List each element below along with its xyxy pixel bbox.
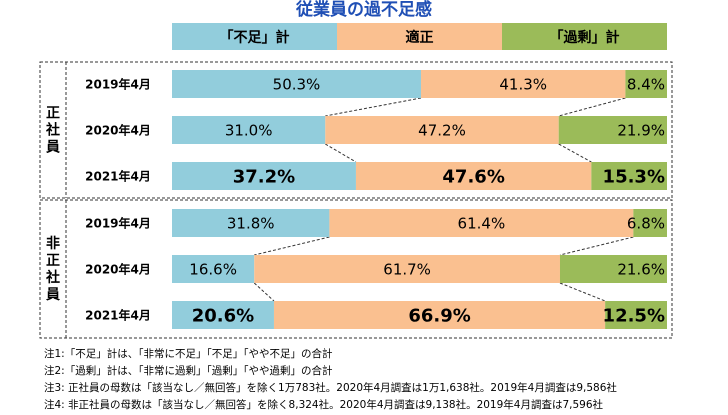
legend-label-1: 「不足」計 (220, 29, 290, 46)
connector-line-g1-r1-b2 (558, 97, 626, 117)
bar-segment-r6-s2 (273, 301, 606, 329)
legend-label-3: 「過剰」計 (550, 29, 620, 46)
bar-segment-r5-s3 (559, 255, 667, 283)
data-label-r5-s2: 61.7% (383, 260, 431, 278)
bar-segment-r4-s3 (633, 209, 667, 237)
data-label-r4-s2: 61.4% (458, 214, 506, 232)
bar-segment-r5-s1 (172, 255, 255, 283)
data-label-r3-s2: 47.6% (442, 166, 504, 187)
footnote-3: 注3: 正社員の母数は「該当なし／無回答」を除く1万783社。2020年4月調査… (44, 382, 617, 394)
data-label-r5-s3: 21.6% (617, 260, 665, 278)
bar-segment-r2-s3 (558, 116, 667, 144)
data-label-r1-s3: 8.4% (627, 75, 665, 93)
group-box-nonregular (39, 199, 673, 339)
data-label-r4-s3: 6.8% (627, 214, 665, 232)
group-label-2: 非正社員 (45, 235, 60, 303)
footnote-2: 注2:「過剰」計は、「非常に過剰」「過剰」「やや過剰」の合計 (44, 365, 333, 377)
bar-segment-r3-s1 (172, 162, 356, 190)
connector-line-g2-r1-b1 (254, 236, 330, 256)
data-label-r3-s1: 37.2% (233, 166, 295, 187)
connector-line-g2-r2-b2 (559, 282, 606, 302)
category-label-r1: 2019年4月 (85, 77, 151, 92)
data-label-r6-s3: 12.5% (603, 305, 665, 326)
connector-line-g2-r2-b1 (253, 282, 275, 302)
data-label-r2-s2: 47.2% (418, 121, 466, 139)
legend-box-1 (172, 23, 337, 50)
chart-title: 従業員の過不足感 (296, 0, 432, 20)
data-label-r4-s1: 31.8% (227, 214, 275, 232)
bar-segment-r2-s2 (325, 116, 559, 144)
data-label-r3-s3: 15.3% (603, 166, 665, 187)
legend-box-2 (337, 23, 502, 50)
group-label-1: 正社員 (45, 106, 60, 156)
category-label-r6: 2021年4月 (85, 308, 151, 323)
bar-segment-r6-s1 (172, 301, 274, 329)
bar-segment-r3-s2 (355, 162, 592, 190)
category-label-r2: 2020年4月 (85, 123, 151, 138)
bar-segment-r5-s2 (254, 255, 560, 283)
connector-line-g1-r2-b1 (325, 143, 357, 163)
bar-segment-r1-s1 (172, 70, 421, 98)
bar-segment-r1-s3 (625, 70, 667, 98)
category-label-r4: 2019年4月 (85, 216, 151, 231)
bar-segment-r1-s2 (420, 70, 626, 98)
bar-segment-r3-s3 (591, 162, 667, 190)
category-label-r5: 2020年4月 (85, 262, 151, 277)
footnote-1: 注1:「不足」計は、「非常に不足」「不足」「やや不足」の合計 (44, 348, 333, 360)
bar-segment-r4-s1 (172, 209, 330, 237)
bar-segment-r6-s3 (605, 301, 667, 329)
data-label-r5-s1: 16.6% (189, 260, 237, 278)
data-label-r1-s1: 50.3% (273, 75, 321, 93)
connector-line-g1-r2-b2 (558, 143, 592, 163)
data-label-r2-s1: 31.0% (225, 121, 273, 139)
data-label-r6-s2: 66.9% (408, 305, 470, 326)
connector-line-g1-r1-b1 (325, 97, 422, 117)
legend-box-3 (502, 23, 667, 50)
data-label-r6-s1: 20.6% (192, 305, 254, 326)
data-label-r1-s2: 41.3% (499, 75, 547, 93)
data-label-r2-s3: 21.9% (617, 121, 665, 139)
bar-segment-r2-s1 (172, 116, 326, 144)
bar-segment-r4-s2 (329, 209, 634, 237)
legend-label-2: 適正 (406, 29, 434, 46)
group-box-regular (39, 61, 673, 199)
footnote-4: 注4: 非正社員の母数は「該当なし／無回答」を除く8,324社。2020年4月調… (44, 399, 604, 411)
connector-line-g2-r1-b2 (559, 236, 634, 256)
category-label-r3: 2021年4月 (85, 169, 151, 184)
